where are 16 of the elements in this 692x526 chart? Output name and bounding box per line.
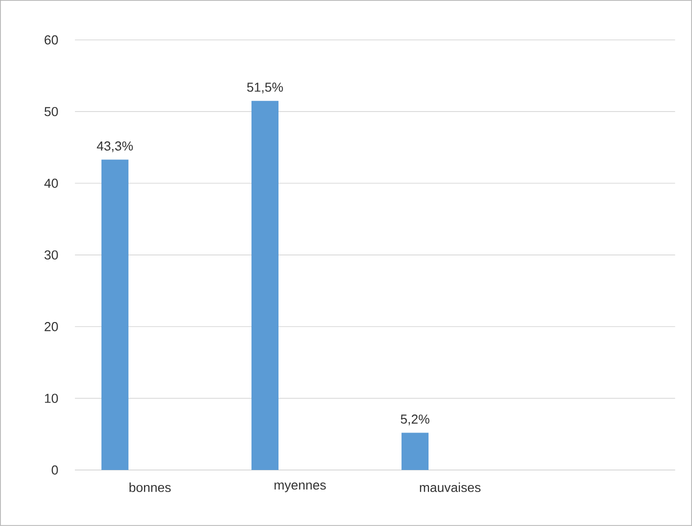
y-tick-label: 50 bbox=[44, 107, 58, 116]
data-label: 43,3% bbox=[96, 141, 133, 152]
data-label: 51,5% bbox=[247, 82, 283, 94]
y-tick-label: 40 bbox=[44, 178, 58, 188]
x-tick-label: myennes bbox=[274, 482, 326, 492]
data-label: 5,2% bbox=[400, 414, 430, 426]
y-tick-label: 10 bbox=[44, 394, 58, 403]
bar bbox=[402, 432, 429, 470]
y-tick-label: 0 bbox=[52, 465, 58, 475]
y-tick-label: 30 bbox=[44, 250, 58, 260]
bar bbox=[101, 160, 128, 470]
x-tick-label: bonnes bbox=[130, 482, 171, 492]
y-tick-label: 20 bbox=[44, 322, 58, 332]
x-tick-label: mauvaises bbox=[420, 482, 481, 492]
bar bbox=[251, 100, 278, 470]
y-tick-label: 60 bbox=[44, 35, 58, 45]
